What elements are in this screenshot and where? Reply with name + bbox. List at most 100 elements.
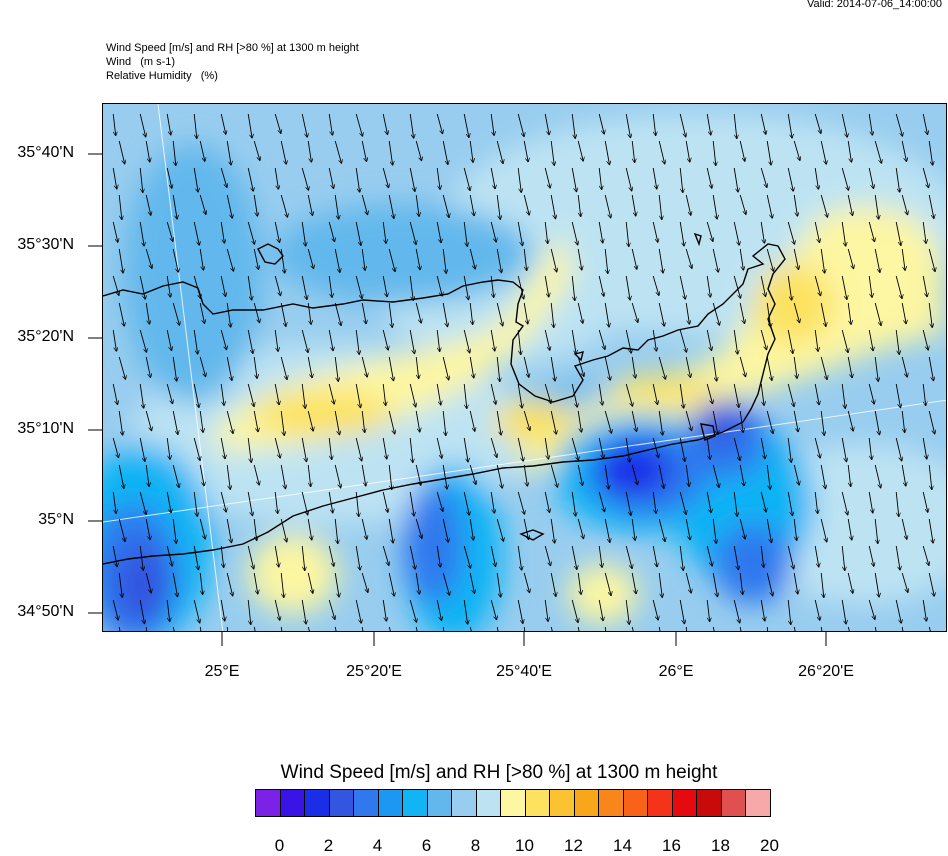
wind-arrow: [685, 194, 691, 215]
wind-arrow: [166, 383, 172, 404]
wind-arrow: [172, 410, 178, 435]
wind-arrow: [733, 167, 738, 192]
wind-arrow: [139, 329, 146, 352]
wind-arrow: [739, 518, 745, 539]
wind-arrow: [760, 221, 764, 243]
valid-time-label: Valid: 2014-07-06_14:00:00: [807, 0, 942, 10]
wind-arrow: [112, 167, 117, 189]
wind-arrow: [409, 599, 416, 622]
wind-arrow: [220, 437, 225, 459]
wind-arrow: [328, 383, 334, 404]
wind-arrow: [496, 572, 500, 597]
wind-arrow: [652, 491, 656, 513]
wind-arrow: [409, 491, 414, 516]
wind-arrow: [685, 302, 689, 324]
wind-arrow: [820, 410, 824, 435]
wind-arrow: [625, 329, 631, 353]
wind-arrow: [793, 356, 797, 378]
wind-arrow: [523, 140, 528, 162]
wind-arrow: [685, 248, 692, 268]
wind-arrow: [112, 437, 118, 458]
wind-arrow: [145, 140, 150, 162]
colorbar-swatch: [377, 789, 403, 817]
wind-arrow: [166, 275, 170, 297]
wind-arrow: [280, 302, 286, 327]
wind-arrow: [274, 167, 278, 189]
wind-arrow: [361, 518, 367, 539]
wind-arrow: [787, 221, 794, 244]
wind-arrow: [199, 140, 205, 161]
wind-arrow: [733, 329, 737, 354]
wind-arrow: [733, 383, 739, 408]
wind-arrow: [145, 626, 148, 631]
wind-arrow: [706, 329, 711, 351]
wind-arrow: [652, 545, 657, 567]
wind-arrow: [733, 221, 739, 245]
wind-arrow: [706, 491, 711, 513]
wind-arrow: [895, 221, 901, 246]
wind-arrow: [139, 383, 143, 408]
wind-arrow: [442, 410, 446, 436]
wind-arrow: [625, 599, 629, 624]
wind-arrow: [739, 464, 744, 486]
wind-arrow: [469, 572, 474, 594]
wind-arrow: [544, 329, 550, 350]
wind-arrow: [112, 329, 116, 351]
wind-arrow: [685, 626, 688, 631]
wind-arrow: [496, 626, 499, 631]
wind-arrow: [550, 194, 555, 219]
wind-arrow: [820, 464, 825, 489]
colorbar-swatch: [328, 789, 354, 817]
wind-arrow: [280, 194, 287, 217]
wind-arrow: [166, 437, 170, 459]
wind-arrow: [760, 275, 765, 297]
colorbar-tick-label: 0: [274, 836, 285, 855]
wind-arrow: [490, 383, 496, 404]
wind-arrow: [139, 491, 146, 515]
wind-arrow: [841, 221, 845, 246]
wind-arrow: [901, 410, 904, 433]
colorbar-swatch: [598, 789, 624, 817]
wind-arrow: [631, 464, 637, 485]
wind-arrow: [118, 464, 124, 489]
wind-arrow: [625, 437, 629, 462]
lon-label-26: 26°E: [658, 663, 694, 680]
wind-arrow: [550, 302, 554, 328]
wind-arrow: [571, 491, 575, 516]
colorbar-swatch: [622, 789, 648, 817]
wind-arrow: [658, 248, 663, 273]
wind-arrow: [841, 167, 848, 190]
wind-arrow: [820, 356, 827, 380]
wind-arrow: [787, 113, 792, 138]
wind-arrow: [199, 248, 203, 270]
wind-arrow: [172, 626, 175, 631]
wind-arrow: [631, 572, 636, 594]
wind-arrow: [388, 302, 392, 327]
wind-arrow: [901, 464, 906, 486]
wind-arrow: [712, 518, 716, 543]
wind-arrow: [328, 437, 331, 460]
wind-arrow: [598, 383, 602, 405]
wind-arrow: [490, 221, 496, 242]
wind-arrow: [760, 383, 764, 405]
wind-arrow: [544, 545, 550, 566]
wind-arrow: [334, 194, 338, 219]
wind-arrow: [793, 518, 796, 541]
wind-arrow: [571, 437, 578, 460]
wind-arrow: [280, 248, 284, 273]
wind-arrow: [625, 545, 632, 569]
wind-arrow: [928, 464, 932, 490]
wind-arrow: [922, 113, 927, 135]
wind-arrow: [787, 329, 793, 354]
lon-label-25-40: 25°40'E: [496, 663, 552, 680]
wind-arrow: [847, 194, 852, 216]
wind-arrow: [463, 113, 469, 138]
wind-arrow: [334, 410, 339, 435]
wind-arrow: [895, 383, 900, 408]
wind-arrow: [928, 302, 932, 327]
wind-arrow: [685, 410, 691, 431]
wind-arrow: [118, 410, 122, 435]
wind-arrow: [490, 275, 493, 298]
wind-arrow: [388, 194, 394, 219]
colorbar-swatch: [549, 789, 575, 817]
